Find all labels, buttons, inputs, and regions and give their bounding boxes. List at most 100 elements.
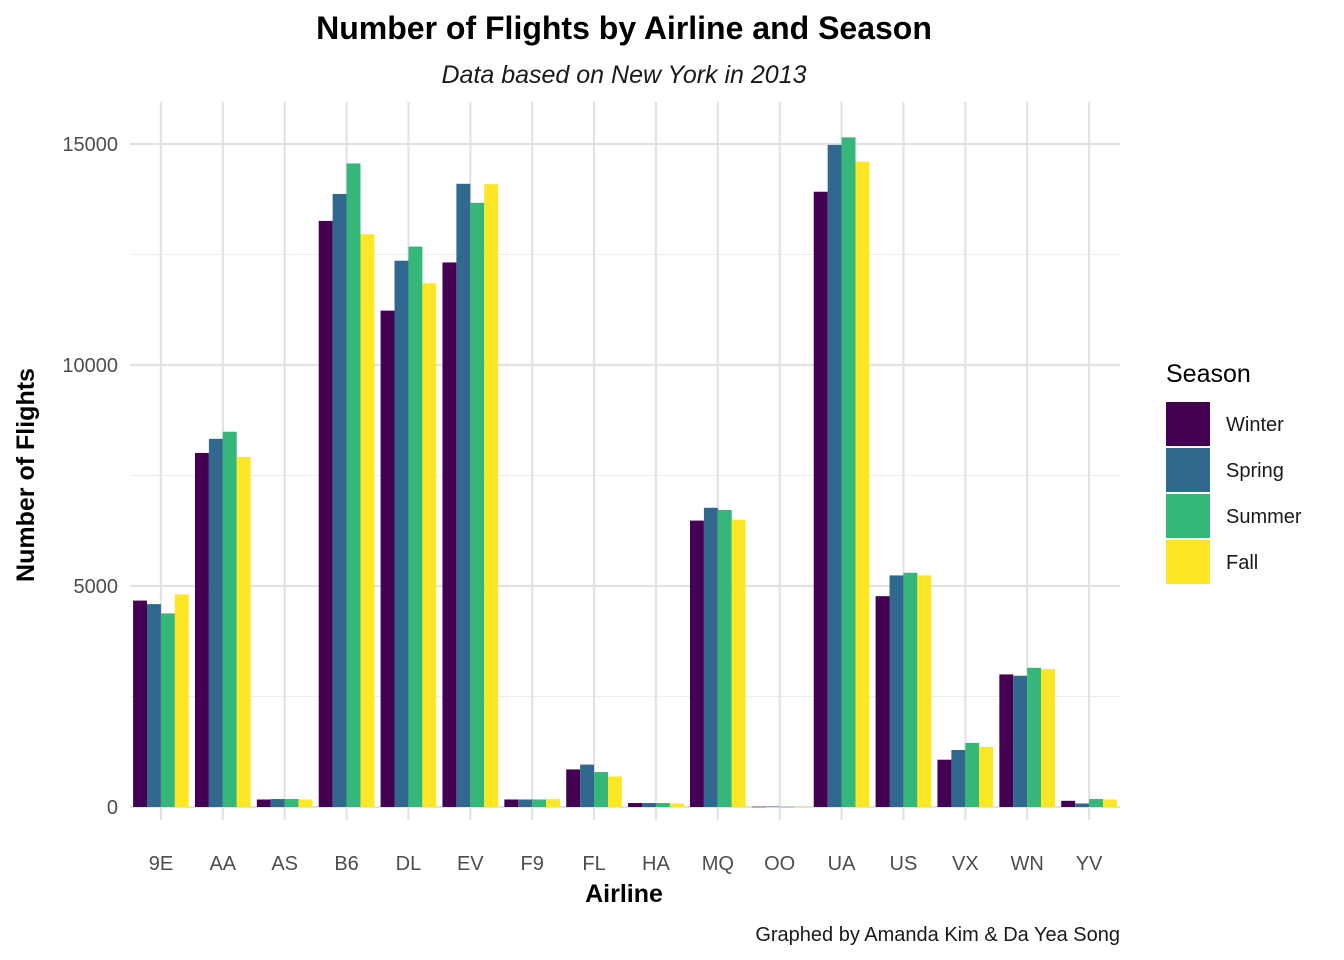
x-tick-label: WN — [1011, 853, 1044, 875]
bar-YV-fall — [1102, 799, 1117, 807]
bar-FL-summer — [594, 772, 608, 807]
bar-9E-fall — [174, 594, 189, 807]
bar-FL-fall — [607, 776, 622, 807]
bar-MQ-spring — [703, 507, 718, 807]
bar-B6-winter — [318, 220, 333, 807]
x-tick-label: US — [890, 853, 918, 875]
y-tick-label: 5000 — [74, 576, 119, 598]
legend-swatch-fall — [1166, 540, 1210, 584]
bar-F9-fall — [546, 799, 561, 807]
bar-DL-spring — [394, 260, 409, 807]
legend-label-fall: Fall — [1226, 552, 1258, 574]
bar-VX-fall — [979, 746, 994, 807]
y-tick-label: 15000 — [62, 134, 118, 156]
bar-FL-spring — [580, 764, 595, 807]
bar-F9-winter — [504, 799, 519, 807]
legend-swatch-spring — [1166, 448, 1210, 492]
bar-US-winter — [875, 596, 890, 807]
bar-AS-summer — [284, 799, 299, 807]
bar-DL-summer — [408, 246, 423, 807]
legend-title: Season — [1166, 360, 1251, 388]
bar-WN-summer — [1027, 667, 1042, 807]
bar-HA-spring — [642, 803, 656, 807]
bar-AS-spring — [270, 799, 285, 807]
x-tick-label: HA — [642, 853, 670, 875]
bar-EV-fall — [484, 184, 499, 808]
bar-EV-winter — [442, 262, 457, 807]
x-tick-label: B6 — [334, 853, 358, 875]
x-tick-label: UA — [828, 853, 856, 875]
bar-OO-fall — [793, 806, 808, 808]
bar-UA-fall — [855, 161, 870, 807]
x-axis-title: Airline — [585, 880, 663, 908]
bar-UA-winter — [813, 191, 828, 808]
chart-title: Number of Flights by Airline and Season — [316, 10, 932, 46]
y-tick-label: 0 — [107, 797, 118, 819]
bar-YV-summer — [1089, 799, 1103, 807]
bar-DL-winter — [380, 310, 395, 807]
bar-YV-winter — [1061, 800, 1076, 807]
x-tick-label: F9 — [521, 853, 544, 875]
x-tick-label: MQ — [702, 853, 734, 875]
bar-US-spring — [889, 575, 904, 807]
x-tick-label: AS — [271, 853, 298, 875]
bar-9E-winter — [133, 600, 148, 807]
bar-MQ-winter — [689, 520, 704, 807]
x-tick-label: 9E — [149, 853, 173, 875]
bar-AA-winter — [194, 452, 209, 807]
bar-EV-summer — [470, 202, 485, 807]
grid — [130, 102, 1120, 820]
bar-B6-summer — [346, 163, 361, 807]
legend-swatch-winter — [1166, 402, 1210, 446]
x-tick-label: EV — [457, 853, 484, 875]
x-tick-label: OO — [764, 853, 795, 875]
legend-label-winter: Winter — [1226, 414, 1284, 436]
bar-9E-spring — [147, 604, 161, 807]
x-tick-label: FL — [582, 853, 605, 875]
legend-label-spring: Spring — [1226, 460, 1284, 482]
x-tick-label: YV — [1076, 853, 1103, 875]
chart-subtitle: Data based on New York in 2013 — [441, 61, 806, 89]
bar-US-fall — [917, 575, 932, 807]
bar-MQ-fall — [731, 519, 746, 807]
x-tick-label: DL — [396, 853, 422, 875]
x-axis-ticks: 9E AA AS B6 DL EV F9 FL HA MQ OO UA US VX WN YV — [149, 853, 1103, 875]
legend-swatch-summer — [1166, 494, 1210, 538]
bar-DL-fall — [422, 283, 437, 808]
bar-OO-winter — [751, 806, 766, 808]
bar-AA-summer — [222, 431, 237, 807]
bar-OO-spring — [765, 806, 780, 808]
bar-US-summer — [903, 572, 918, 807]
bar-UA-spring — [827, 144, 842, 807]
bar-AA-fall — [236, 456, 251, 807]
bar-YV-spring — [1075, 803, 1090, 807]
bar-F9-summer — [532, 799, 547, 807]
bar-HA-fall — [669, 803, 684, 807]
bar-OO-summer — [779, 806, 794, 808]
bar-WN-fall — [1041, 669, 1056, 807]
bar-FL-winter — [566, 769, 581, 807]
legend-label-summer: Summer — [1226, 506, 1302, 528]
x-tick-label: AA — [209, 853, 236, 875]
bars — [133, 137, 1117, 808]
caption: Graphed by Amanda Kim & Da Yea Song — [755, 924, 1120, 946]
y-tick-label: 10000 — [62, 355, 118, 377]
bar-AA-spring — [208, 438, 223, 807]
bar-B6-spring — [332, 193, 347, 808]
bar-HA-winter — [628, 803, 643, 807]
bar-MQ-summer — [717, 509, 732, 807]
bar-VX-summer — [965, 742, 980, 807]
y-axis-ticks: 0 5000 10000 15000 — [62, 134, 118, 819]
bar-9E-summer — [160, 613, 175, 807]
bar-HA-summer — [655, 803, 670, 807]
y-axis-title: Number of Flights — [12, 368, 40, 582]
bar-UA-summer — [841, 137, 856, 807]
bar-VX-winter — [937, 759, 952, 807]
bar-AS-winter — [256, 799, 271, 807]
bar-AS-fall — [298, 799, 313, 807]
bar-WN-winter — [999, 674, 1014, 807]
legend: Season Winter Spring Summer Fall — [1166, 360, 1302, 584]
x-tick-label: VX — [952, 853, 979, 875]
bar-VX-spring — [951, 749, 966, 807]
